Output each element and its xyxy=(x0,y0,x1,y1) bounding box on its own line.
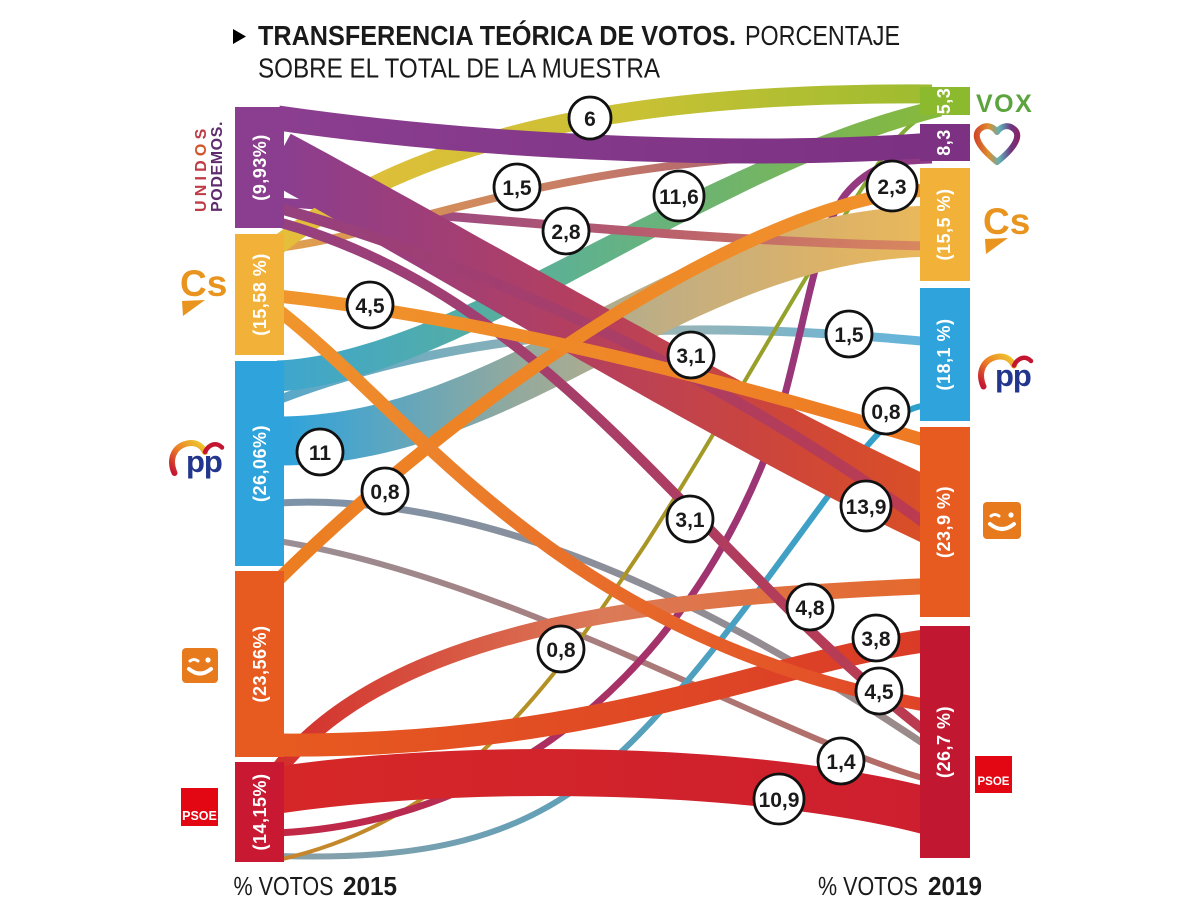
svg-text:3,1: 3,1 xyxy=(675,509,705,532)
svg-text:PSOE: PSOE xyxy=(182,809,217,823)
svg-text:% VOTOS: % VOTOS xyxy=(818,871,918,901)
svg-text:Cs: Cs xyxy=(180,263,227,304)
svg-text:(26,06%): (26,06%) xyxy=(250,425,270,502)
svg-text:2,8: 2,8 xyxy=(551,221,581,244)
svg-text:3,8: 3,8 xyxy=(861,628,891,651)
svg-text:2019: 2019 xyxy=(928,871,982,901)
svg-text:(26,7 %): (26,7 %) xyxy=(934,706,954,778)
svg-text:PSOE: PSOE xyxy=(978,776,1010,788)
svg-text:(23,56%): (23,56%) xyxy=(250,625,270,702)
svg-text:10,9: 10,9 xyxy=(759,789,800,812)
svg-text:2,3: 2,3 xyxy=(877,176,906,199)
svg-text:(15,58 %): (15,58 %) xyxy=(250,253,270,336)
svg-text:11,6: 11,6 xyxy=(659,186,699,209)
svg-text:0,8: 0,8 xyxy=(546,639,576,662)
svg-text:(23,9 %): (23,9 %) xyxy=(934,486,954,558)
svg-text:1,5: 1,5 xyxy=(834,324,864,347)
svg-text:6: 6 xyxy=(584,108,596,131)
svg-text:TRANSFERENCIA TEÓRICA DE VOTOS: TRANSFERENCIA TEÓRICA DE VOTOS. xyxy=(258,20,736,51)
svg-text:(15,5 %): (15,5 %) xyxy=(934,188,954,260)
svg-text:0,8: 0,8 xyxy=(370,481,400,504)
svg-text:5,3: 5,3 xyxy=(934,88,954,115)
svg-text:1,5: 1,5 xyxy=(502,177,532,200)
svg-text:UNIDOS: UNIDOS xyxy=(193,125,210,212)
svg-text:11: 11 xyxy=(309,442,332,465)
svg-text:4,8: 4,8 xyxy=(795,597,825,620)
svg-text:% VOTOS: % VOTOS xyxy=(234,871,334,901)
svg-text:VOX: VOX xyxy=(976,90,1033,118)
svg-text:1,4: 1,4 xyxy=(826,751,856,774)
svg-text:4,5: 4,5 xyxy=(355,295,385,318)
svg-text:SOBRE EL TOTAL DE LA MUESTRA: SOBRE EL TOTAL DE LA MUESTRA xyxy=(258,53,660,84)
svg-text:0,8: 0,8 xyxy=(871,401,901,424)
svg-text:3,1: 3,1 xyxy=(676,345,706,368)
svg-text:(18,1 %): (18,1 %) xyxy=(934,318,954,390)
svg-text:8,3: 8,3 xyxy=(934,129,954,156)
svg-text:Cs: Cs xyxy=(983,201,1030,242)
svg-text:PODEMOS.: PODEMOS. xyxy=(209,121,226,212)
svg-text:(9,93%): (9,93%) xyxy=(250,134,270,201)
svg-text:4,5: 4,5 xyxy=(864,681,894,704)
svg-text:PORCENTAJE: PORCENTAJE xyxy=(745,20,900,51)
svg-text:(14,15%): (14,15%) xyxy=(250,773,270,850)
svg-text:13,9: 13,9 xyxy=(846,496,887,519)
svg-text:2015: 2015 xyxy=(343,871,397,901)
svg-text:pp: pp xyxy=(995,358,1031,393)
svg-text:pp: pp xyxy=(186,444,222,479)
